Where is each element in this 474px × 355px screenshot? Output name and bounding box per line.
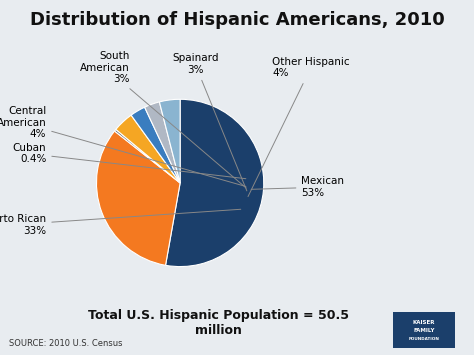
Text: Central
American
4%: Central American 4% <box>0 106 246 186</box>
Text: FOUNDATION: FOUNDATION <box>409 337 440 342</box>
Text: KAISER: KAISER <box>413 320 436 325</box>
Text: Other Hispanic
4%: Other Hispanic 4% <box>248 57 350 197</box>
Text: Total U.S. Hispanic Population = 50.5
million: Total U.S. Hispanic Population = 50.5 mi… <box>88 309 348 337</box>
Text: FAMILY: FAMILY <box>413 328 435 333</box>
Wedge shape <box>131 107 180 183</box>
Text: South
American
3%: South American 3% <box>80 51 246 188</box>
Wedge shape <box>159 99 180 183</box>
Wedge shape <box>115 130 180 183</box>
Wedge shape <box>97 131 180 265</box>
Text: Distribution of Hispanic Americans, 2010: Distribution of Hispanic Americans, 2010 <box>29 11 444 29</box>
Text: Mexican
53%: Mexican 53% <box>251 176 345 198</box>
Text: Cuban
0.4%: Cuban 0.4% <box>13 143 246 179</box>
Wedge shape <box>165 99 264 267</box>
Wedge shape <box>116 115 180 183</box>
Text: Spainard
3%: Spainard 3% <box>172 53 247 191</box>
Text: Puerto Rican
33%: Puerto Rican 33% <box>0 209 241 236</box>
Text: SOURCE: 2010 U.S. Census: SOURCE: 2010 U.S. Census <box>9 339 123 348</box>
Wedge shape <box>145 102 180 183</box>
